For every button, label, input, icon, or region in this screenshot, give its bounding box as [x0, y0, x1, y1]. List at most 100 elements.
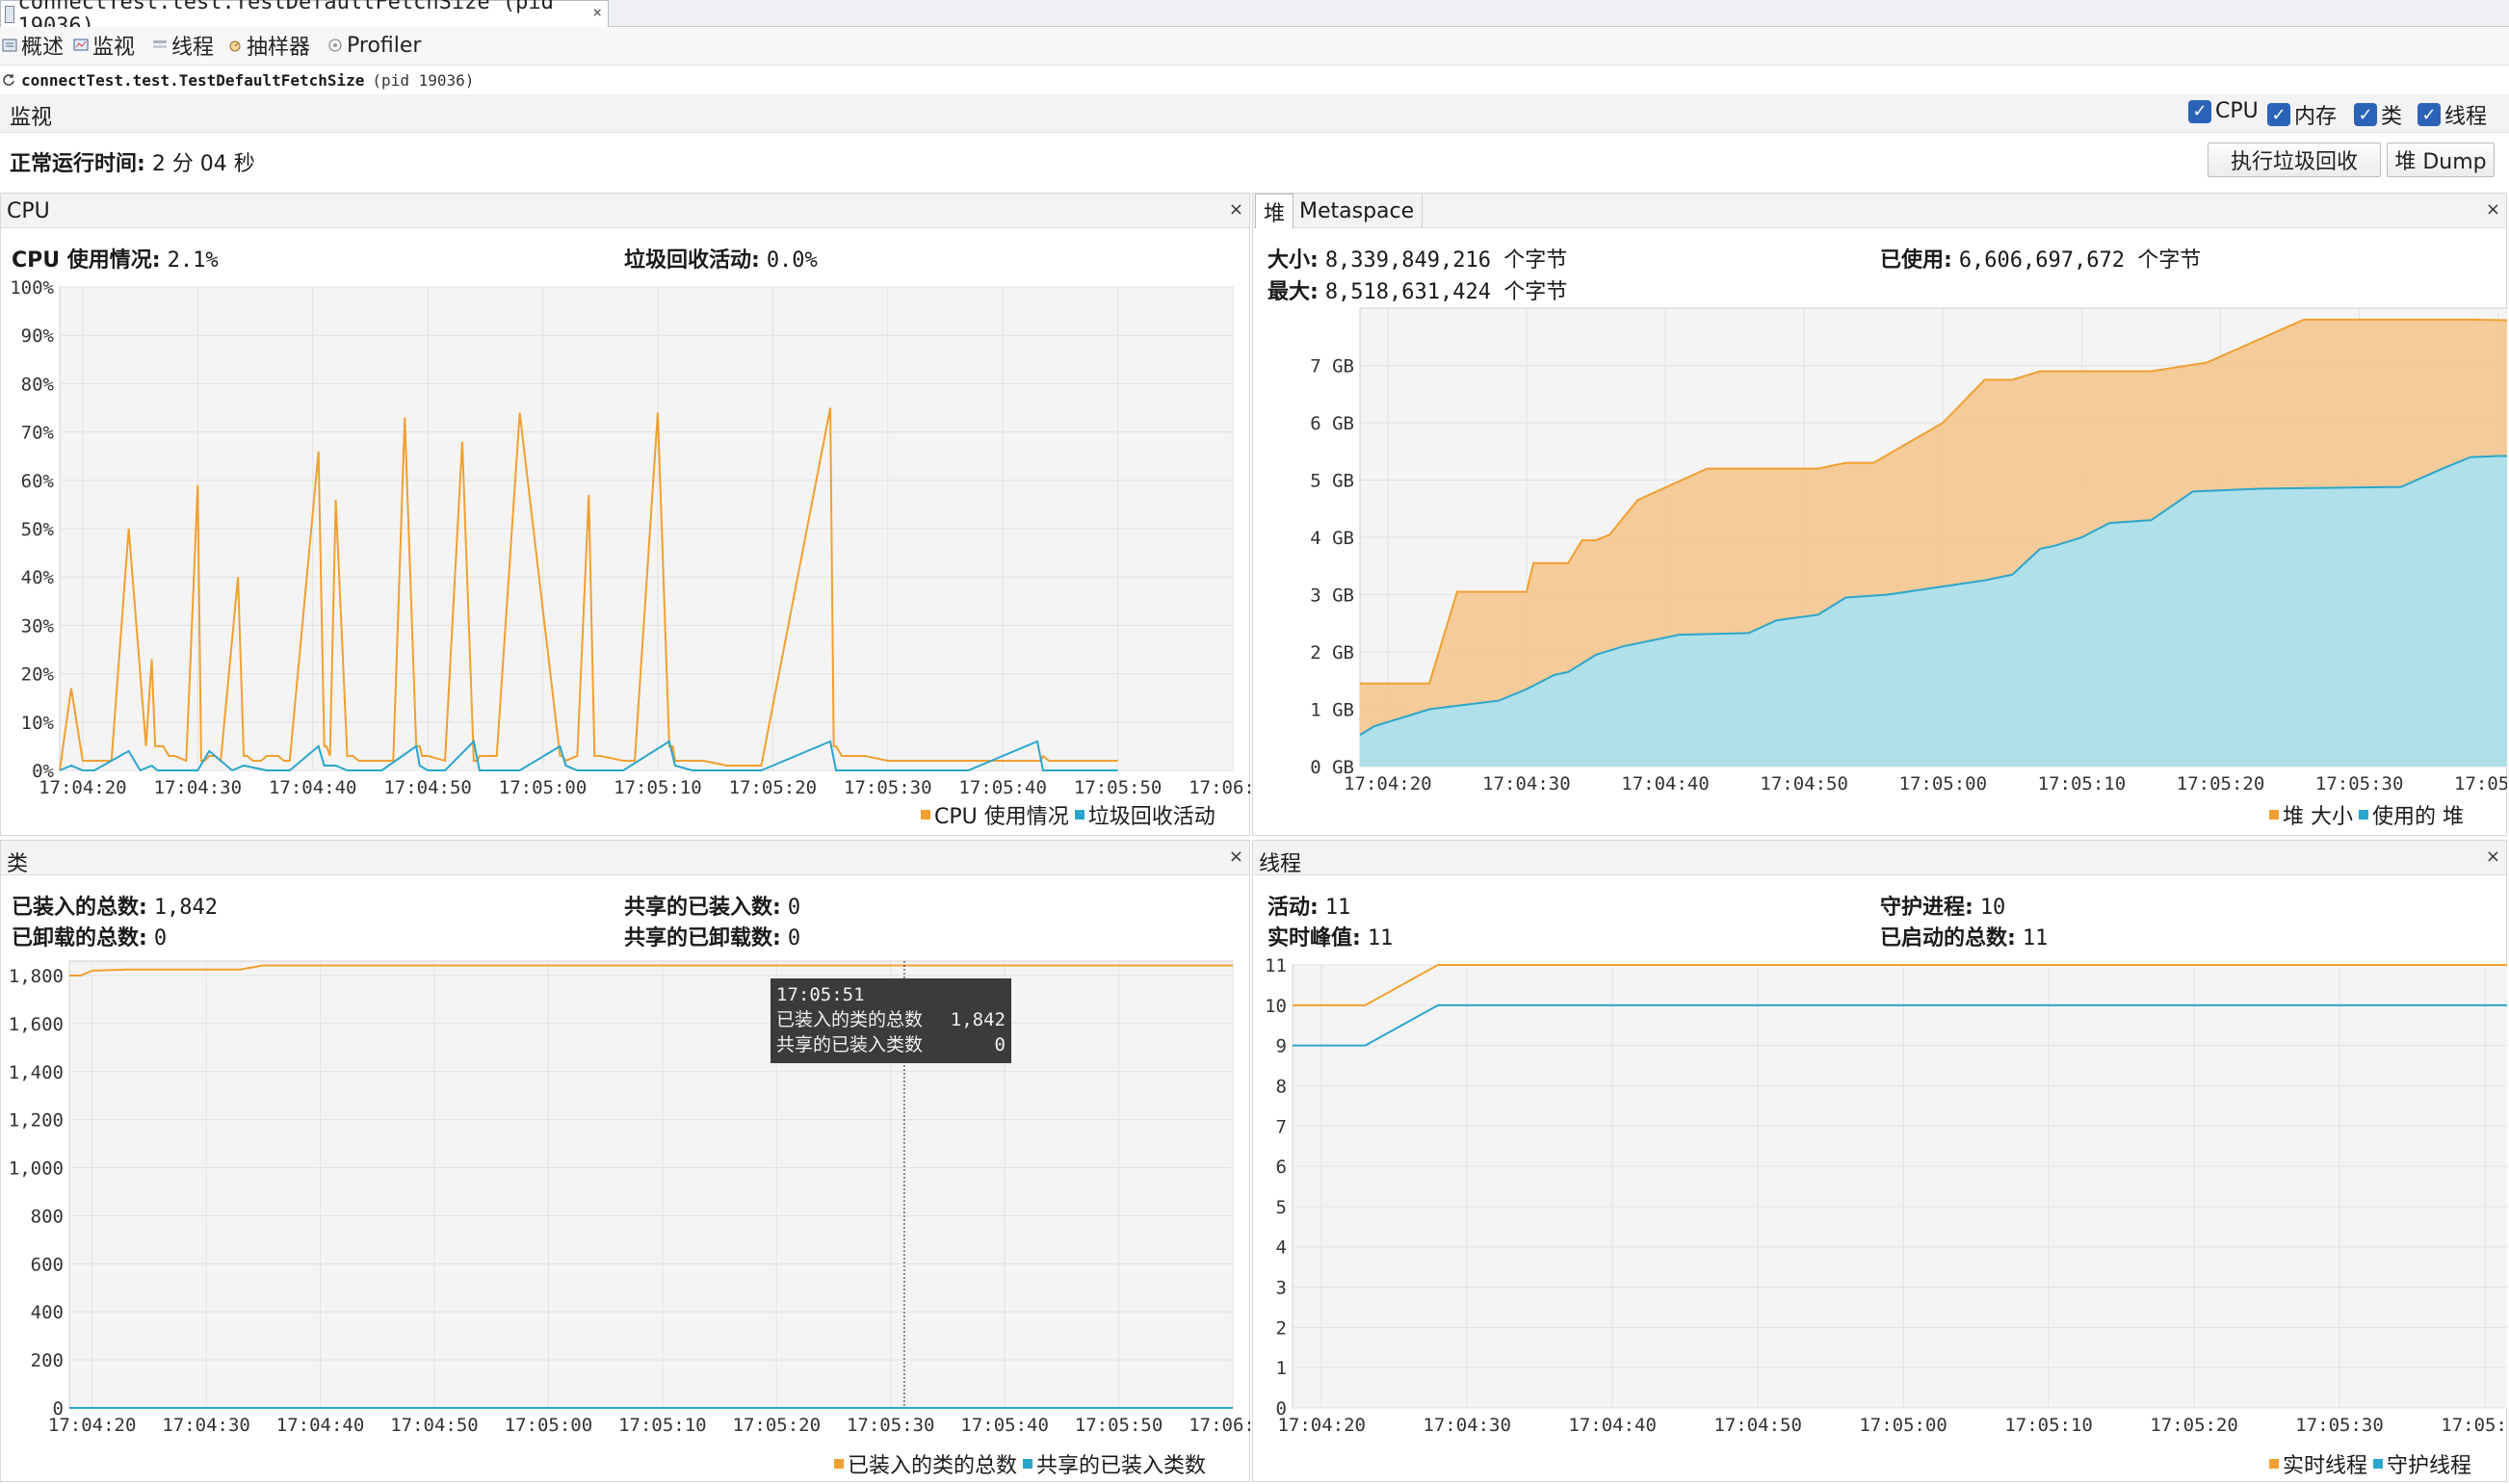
close-icon[interactable]: × — [2485, 199, 2500, 220]
heap-max-stat: 最大: 8,518,631,424 个字节 — [1268, 274, 1567, 305]
shared-loaded-stat: 共享的已装入数: 0 — [624, 890, 800, 921]
y-tick-label: 9 — [1276, 1036, 1287, 1057]
y-tick-label: 40% — [21, 567, 55, 588]
x-tick-label: 17:05:40 — [2441, 1415, 2507, 1436]
legend-gc-activity: 垃圾回收活动 — [1087, 805, 1215, 829]
heap-used-stat: 已使用: 6,606,697,672 个字节 — [1880, 243, 2201, 273]
x-tick-label: 17:05:20 — [729, 777, 818, 798]
tab-overview-label: 概述 — [21, 36, 65, 60]
y-tick-label: 7 — [1276, 1116, 1287, 1137]
shared-loaded-label: 共享的已装入数: — [624, 896, 781, 920]
heap-size-label: 大小: — [1268, 248, 1319, 273]
classes-chart: 0 200 400 600 800 1,000 1,200 1,400 1,600 1,800 17… — [9, 960, 1250, 1436]
y-tick-label: 100% — [10, 277, 54, 299]
refresh-icon — [3, 74, 14, 86]
tab-heap[interactable]: 堆 — [1255, 194, 1294, 228]
cpu-panel-header: CPU × — [1, 194, 1249, 228]
uptime: 正常运行时间: 2 分 04 秒 — [10, 146, 255, 177]
tab-sampler-label: 抽样器 — [247, 36, 311, 60]
cpu-checkbox-label: CPU — [2215, 99, 2259, 123]
close-icon[interactable]: × — [2485, 846, 2500, 867]
y-tick-label: 10% — [21, 713, 55, 734]
tab-monitor[interactable]: 监视 — [73, 31, 135, 60]
threads-legend: 实时线程 守护线程 — [2263, 1448, 2471, 1479]
threads-panel-header: 线程 × — [1253, 841, 2506, 876]
memory-checkbox[interactable]: ✓ 内存 — [2267, 99, 2337, 130]
close-icon[interactable]: × — [1228, 199, 1243, 220]
legend-swatch-cpu — [921, 810, 930, 820]
series-line — [1359, 455, 2507, 737]
y-tick-label: 200 — [31, 1350, 64, 1371]
close-tab-icon[interactable]: × — [592, 3, 602, 21]
classes-checkbox[interactable]: ✓ 类 — [2354, 99, 2402, 130]
close-icon[interactable]: × — [1228, 846, 1243, 867]
y-tick-label: 5 GB — [1310, 471, 1354, 492]
x-tick-label: 17:04:50 — [390, 1415, 479, 1436]
x-tick-label: 17:04:20 — [39, 777, 127, 798]
cpu-usage-label: CPU 使用情况: — [12, 248, 161, 273]
x-tick-label: 17:05:10 — [618, 1415, 707, 1436]
tab-metaspace[interactable]: Metaspace — [1292, 194, 1424, 228]
x-tick-label: 17:05:00 — [1859, 1415, 1947, 1436]
legend-loaded-classes: 已装入的类的总数 — [848, 1454, 1018, 1478]
threads-checkbox[interactable]: ✓ 线程 — [2418, 99, 2487, 130]
x-tick-label: 17:05:00 — [505, 1415, 593, 1436]
shared-unloaded-stat: 共享的已卸载数: 0 — [624, 921, 800, 951]
series-line — [69, 964, 1233, 976]
heap-panel-header: 堆 Metaspace × — [1253, 194, 2506, 228]
legend-shared-classes: 共享的已装入类数 — [1036, 1454, 1207, 1478]
x-tick-label: 17:04:40 — [1568, 1415, 1657, 1436]
daemon-threads-label: 守护进程: — [1880, 896, 1973, 920]
checkbox-check-icon: ✓ — [2267, 103, 2290, 126]
x-tick-label: 17:04:50 — [1713, 1415, 1802, 1436]
y-tick-label: 1,400 — [9, 1062, 64, 1083]
y-tick-label: 80% — [21, 374, 55, 395]
gc-activity-value: 0.0% — [766, 248, 818, 273]
x-tick-label: 17:05:20 — [733, 1415, 822, 1436]
legend-heap-used: 使用的 堆 — [2372, 805, 2464, 829]
x-tick-label: 17:05:30 — [844, 777, 932, 798]
view-toolbar: 概述 监视 线程 抽样器 Profiler — [0, 27, 2509, 65]
document-tab[interactable]: connectTest.test.TestDefaultFetchSize (p… — [0, 0, 609, 39]
legend-swatch-live — [2269, 1459, 2279, 1469]
monitor-title: 监视 — [10, 106, 53, 130]
tab-monitor-label: 监视 — [92, 36, 136, 60]
x-tick-label: 17:04:50 — [1760, 773, 1848, 794]
started-threads-stat: 已启动的总数: 11 — [1880, 921, 2048, 951]
heap-dump-button[interactable]: 堆 Dump — [2387, 143, 2495, 177]
y-tick-label: 2 GB — [1310, 642, 1354, 664]
y-tick-label: 5 — [1276, 1197, 1287, 1218]
uptime-value: 2 分 04 秒 — [151, 152, 255, 176]
cpu-checkbox[interactable]: ✓ CPU — [2188, 99, 2259, 123]
y-tick-label: 3 GB — [1310, 586, 1354, 607]
process-name: connectTest.test.TestDefaultFetchSize — [21, 70, 365, 90]
y-tick-label: 0 — [1276, 1398, 1287, 1419]
x-tick-label: 17:04:30 — [162, 1415, 250, 1436]
tooltip-time: 17:05:51 — [776, 984, 865, 1005]
y-tick-label: 11 — [1265, 955, 1287, 976]
tab-threads[interactable]: 线程 — [152, 31, 214, 60]
app-icon — [5, 5, 14, 23]
threads-icon — [153, 40, 167, 48]
perform-gc-button[interactable]: 执行垃圾回收 — [2208, 143, 2381, 177]
x-tick-label: 17:04:30 — [1482, 773, 1571, 794]
cpu-chart: 0% 10% 20% 30% 40% 50% 60% 70% 80% 90% 100% 17:04:2… — [10, 277, 1250, 798]
y-tick-label: 10 — [1265, 996, 1287, 1017]
x-tick-label: 17:05:30 — [2295, 1415, 2384, 1436]
y-tick-label: 0% — [32, 761, 54, 782]
x-tick-label: 17:05:00 — [1899, 773, 1988, 794]
x-tick-label: 17:05:10 — [2004, 1415, 2093, 1436]
legend-swatch-shared — [1023, 1459, 1033, 1469]
daemon-threads-stat: 守护进程: 10 — [1880, 890, 2005, 921]
y-tick-label: 8 — [1276, 1076, 1287, 1097]
x-tick-label: 17:04:30 — [1423, 1415, 1511, 1436]
tab-profiler[interactable]: Profiler — [327, 31, 421, 60]
legend-swatch-gc — [1074, 810, 1085, 820]
y-tick-label: 7 GB — [1310, 356, 1354, 378]
tooltip-row: 已装入的类的总数 1,842 — [776, 1007, 1006, 1032]
cpu-usage-value: 2.1% — [167, 248, 219, 273]
tab-sampler[interactable]: 抽样器 — [227, 31, 310, 60]
tab-overview[interactable]: 概述 — [2, 31, 64, 60]
tab-threads-label: 线程 — [171, 36, 215, 60]
tooltip-row: 共享的已装入类数 0 — [776, 1032, 1006, 1057]
